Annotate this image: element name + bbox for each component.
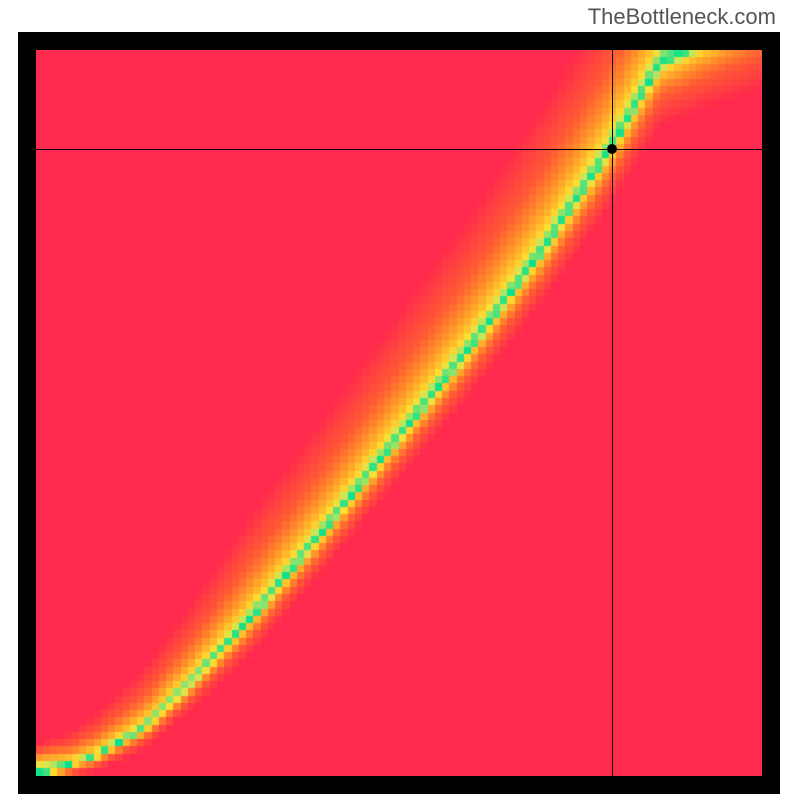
crosshair-marker	[607, 144, 617, 154]
plot-frame	[18, 32, 780, 794]
crosshair-vertical	[612, 50, 614, 776]
crosshair-horizontal	[36, 149, 762, 151]
watermark-text: TheBottleneck.com	[588, 4, 776, 30]
heatmap-canvas	[36, 50, 762, 776]
